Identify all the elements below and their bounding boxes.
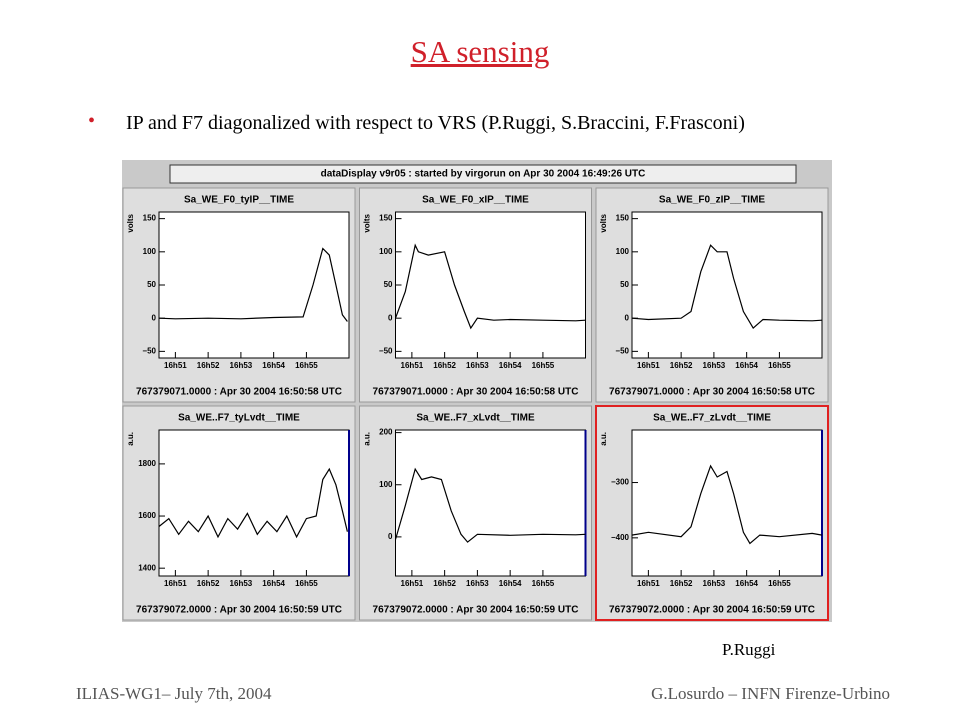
y-axis-label: a.u. bbox=[599, 432, 608, 446]
x-tick-label: 16h52 bbox=[670, 361, 693, 370]
x-tick-label: 16h52 bbox=[197, 361, 220, 370]
x-tick-label: 16h53 bbox=[703, 361, 726, 370]
y-tick-label: −50 bbox=[615, 346, 629, 355]
plot-area bbox=[395, 211, 586, 359]
header-bar bbox=[169, 164, 797, 184]
y-axis-label: a.u. bbox=[363, 432, 372, 446]
y-tick-label: 150 bbox=[616, 214, 630, 223]
panel-title: Sa_WE_F0_zIP__TIME bbox=[659, 195, 765, 206]
panel-footer: 767379072.0000 : Apr 30 2004 16:50:59 UT… bbox=[609, 605, 815, 616]
x-tick-label: 16h54 bbox=[735, 361, 758, 370]
panel-footer: 767379072.0000 : Apr 30 2004 16:50:59 UT… bbox=[373, 605, 579, 616]
y-tick-label: −50 bbox=[142, 346, 156, 355]
x-tick-label: 16h54 bbox=[735, 579, 758, 588]
panel-title: Sa_WE_F0_tyIP__TIME bbox=[184, 195, 294, 206]
y-tick-label: 1600 bbox=[138, 511, 156, 520]
panel-title: Sa_WE..F7_zLvdt__TIME bbox=[653, 413, 771, 424]
x-tick-label: 16h52 bbox=[197, 579, 220, 588]
x-tick-label: 16h51 bbox=[637, 579, 660, 588]
x-tick-label: 16h51 bbox=[401, 579, 424, 588]
x-tick-label: 16h54 bbox=[262, 361, 285, 370]
x-tick-label: 16h54 bbox=[499, 361, 522, 370]
x-tick-label: 16h54 bbox=[499, 579, 522, 588]
x-tick-label: 16h55 bbox=[532, 361, 555, 370]
trace bbox=[631, 244, 823, 330]
y-tick-label: 50 bbox=[620, 280, 629, 289]
x-tick-label: 16h55 bbox=[768, 361, 791, 370]
y-axis-label: a.u. bbox=[126, 432, 135, 446]
panel-title: Sa_WE..F7_tyLvdt__TIME bbox=[178, 413, 300, 424]
y-tick-label: 0 bbox=[388, 313, 393, 322]
plot-area bbox=[395, 429, 586, 577]
y-tick-label: 1800 bbox=[138, 459, 156, 468]
y-tick-label: 1400 bbox=[138, 563, 156, 572]
x-tick-label: 16h51 bbox=[164, 579, 187, 588]
y-tick-label: 50 bbox=[147, 280, 156, 289]
x-tick-label: 16h52 bbox=[670, 579, 693, 588]
trace bbox=[631, 464, 823, 545]
y-tick-label: 100 bbox=[143, 247, 157, 256]
trace bbox=[394, 243, 586, 330]
y-tick-label: 200 bbox=[379, 428, 393, 437]
plot-area bbox=[158, 211, 350, 359]
y-axis-label: volts bbox=[599, 213, 608, 232]
x-tick-label: 16h52 bbox=[433, 361, 456, 370]
y-tick-label: 50 bbox=[384, 280, 393, 289]
x-tick-label: 16h55 bbox=[768, 579, 791, 588]
panel-footer: 767379071.0000 : Apr 30 2004 16:50:58 UT… bbox=[136, 387, 342, 398]
x-tick-label: 16h51 bbox=[401, 361, 424, 370]
x-tick-label: 16h53 bbox=[703, 579, 726, 588]
plot-area bbox=[631, 211, 823, 359]
bullet-text: IP and F7 diagonalized with respect to V… bbox=[126, 112, 745, 134]
header-text: dataDisplay v9r05 : started by virgorun … bbox=[321, 169, 646, 180]
footer-left: ILIAS-WG1– July 7th, 2004 bbox=[76, 684, 272, 703]
plot-area bbox=[158, 429, 350, 577]
y-axis-label: volts bbox=[126, 213, 135, 232]
y-tick-label: 150 bbox=[379, 214, 393, 223]
x-tick-label: 16h55 bbox=[295, 579, 318, 588]
x-tick-label: 16h51 bbox=[637, 361, 660, 370]
y-tick-label: 100 bbox=[379, 480, 393, 489]
x-tick-label: 16h53 bbox=[466, 361, 489, 370]
screenshot: dataDisplay v9r05 : started by virgorun … bbox=[122, 160, 832, 622]
trace bbox=[394, 467, 586, 543]
y-tick-label: 100 bbox=[616, 247, 630, 256]
x-tick-label: 16h55 bbox=[532, 579, 555, 588]
x-tick-label: 16h53 bbox=[466, 579, 489, 588]
y-tick-label: 0 bbox=[152, 313, 157, 322]
y-tick-label: −300 bbox=[611, 478, 630, 487]
y-tick-label: 0 bbox=[625, 313, 630, 322]
panel-footer: 767379072.0000 : Apr 30 2004 16:50:59 UT… bbox=[136, 605, 342, 616]
footer-right: G.Losurdo – INFN Firenze-Urbino bbox=[651, 684, 890, 703]
x-tick-label: 16h53 bbox=[230, 579, 253, 588]
panel-footer: 767379071.0000 : Apr 30 2004 16:50:58 UT… bbox=[609, 387, 815, 398]
plot-area bbox=[631, 429, 823, 577]
panel-title: Sa_WE..F7_xLvdt__TIME bbox=[416, 413, 535, 424]
slide-title: SA sensing bbox=[410, 34, 550, 69]
y-tick-label: −400 bbox=[611, 533, 630, 542]
x-tick-label: 16h51 bbox=[164, 361, 187, 370]
x-tick-label: 16h54 bbox=[262, 579, 285, 588]
trace bbox=[158, 247, 348, 322]
trace bbox=[158, 467, 348, 539]
y-tick-label: −50 bbox=[379, 346, 393, 355]
x-tick-label: 16h52 bbox=[433, 579, 456, 588]
panel-footer: 767379071.0000 : Apr 30 2004 16:50:58 UT… bbox=[373, 387, 579, 398]
y-tick-label: 0 bbox=[388, 532, 393, 541]
bullet-dot: • bbox=[88, 110, 96, 132]
y-axis-label: volts bbox=[363, 213, 372, 232]
y-tick-label: 100 bbox=[379, 247, 393, 256]
credit: P.Ruggi bbox=[722, 640, 776, 659]
y-tick-label: 150 bbox=[143, 214, 157, 223]
panel-title: Sa_WE_F0_xIP__TIME bbox=[422, 195, 529, 206]
x-tick-label: 16h53 bbox=[230, 361, 253, 370]
x-tick-label: 16h55 bbox=[295, 361, 318, 370]
